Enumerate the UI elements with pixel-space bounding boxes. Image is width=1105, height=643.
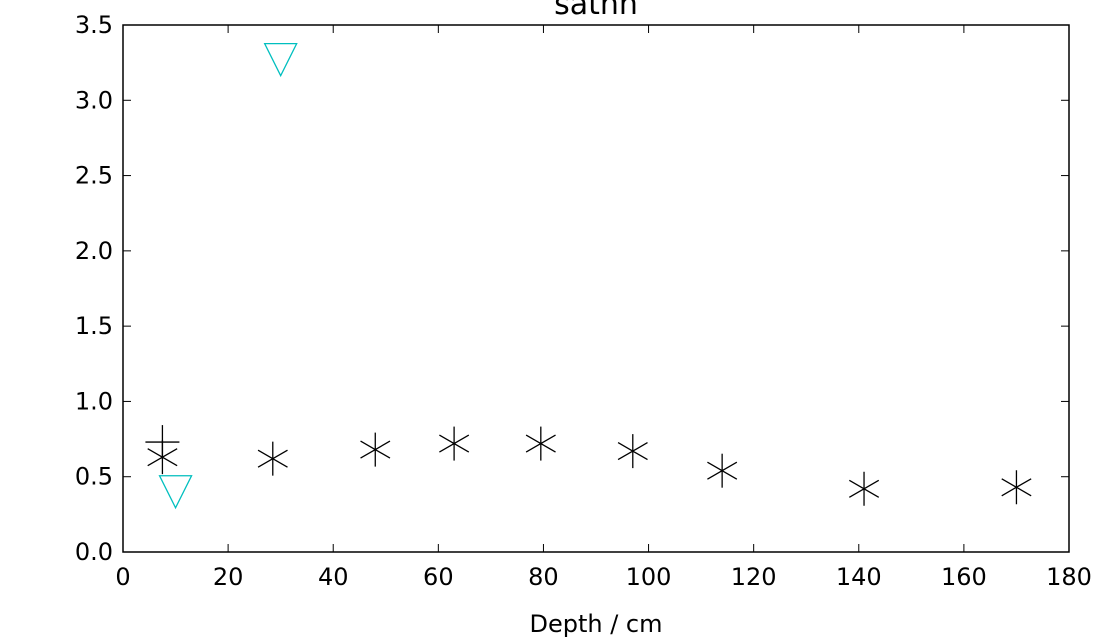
y-tick-label: 3.5 <box>75 11 113 39</box>
plus-marker <box>145 425 180 460</box>
y-tick-label: 0.0 <box>75 538 113 566</box>
plot-frame <box>122 24 1070 553</box>
chart-title: sathn <box>554 0 638 22</box>
asterisk-marker <box>360 432 391 467</box>
axes <box>122 24 1070 553</box>
x-tick-label: 160 <box>941 563 987 591</box>
y-tick-label: 3.0 <box>75 86 113 114</box>
y-tick-label: 0.5 <box>75 463 113 491</box>
asterisk-marker <box>1001 470 1032 505</box>
x-tick-label: 0 <box>115 563 130 591</box>
asterisk-marker <box>439 426 470 461</box>
x-tick-label: 20 <box>213 563 244 591</box>
y-tick-label: 1.0 <box>75 387 113 415</box>
asterisk-marker <box>848 471 880 506</box>
x-tick-label: 180 <box>1046 563 1092 591</box>
x-tick-label: 120 <box>731 563 777 591</box>
triangle-down-marker <box>263 42 298 78</box>
x-tick-label: 140 <box>836 563 882 591</box>
x-axis-label: Depth / cm <box>529 610 662 638</box>
triangle-down-marker <box>158 475 193 510</box>
asterisk-marker <box>707 453 738 488</box>
y-axis-ticks: 0.0 0.5 1.0 1.5 2.0 2.5 3.0 3.5 <box>75 11 1069 566</box>
asterisk-marker <box>617 434 648 469</box>
y-tick-label: 2.0 <box>75 237 113 265</box>
asterisk-marker <box>257 441 288 476</box>
y-tick-label: 2.5 <box>75 162 113 190</box>
asterisk-marker <box>525 426 556 461</box>
x-axis-ticks: 0 20 40 60 80 100 120 140 160 180 <box>115 25 1092 591</box>
x-tick-label: 80 <box>528 563 559 591</box>
x-tick-label: 60 <box>423 563 454 591</box>
x-tick-label: 100 <box>626 563 672 591</box>
y-tick-label: 1.5 <box>75 312 113 340</box>
x-tick-label: 40 <box>318 563 349 591</box>
data-points <box>145 42 1032 510</box>
